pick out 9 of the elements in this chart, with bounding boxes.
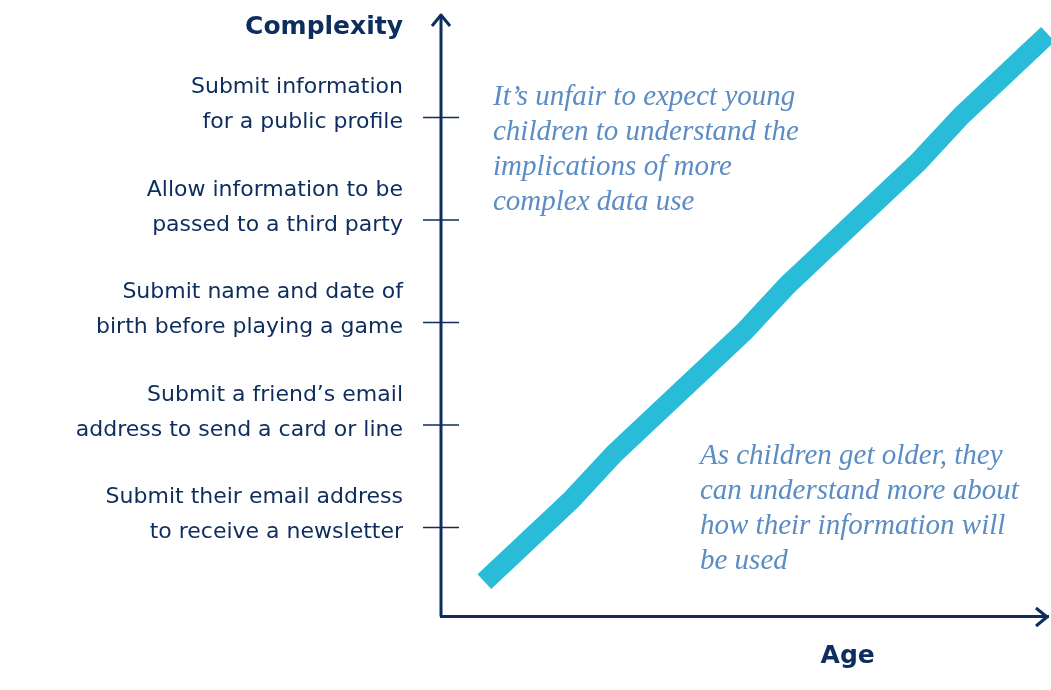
text: Submit their email address to receive a newsletter bbox=[105, 483, 404, 544]
annotation: As children get older, they can understand more about how their information will be used bbox=[698, 437, 1020, 575]
x-axis-title: Age bbox=[820, 640, 875, 670]
text: Allow information to be passed to a third party bbox=[146, 175, 403, 236]
text: Submit information for a public profile bbox=[190, 73, 403, 134]
y-axis-title: Complexity bbox=[245, 10, 403, 40]
text: Submit name and date of birth before playing a game bbox=[96, 278, 405, 339]
annotation: It’s unfair to expect young children to understand the implications of more complex data use bbox=[492, 78, 799, 216]
text: Submit a friend’s email address to send a card or line bbox=[75, 380, 403, 441]
